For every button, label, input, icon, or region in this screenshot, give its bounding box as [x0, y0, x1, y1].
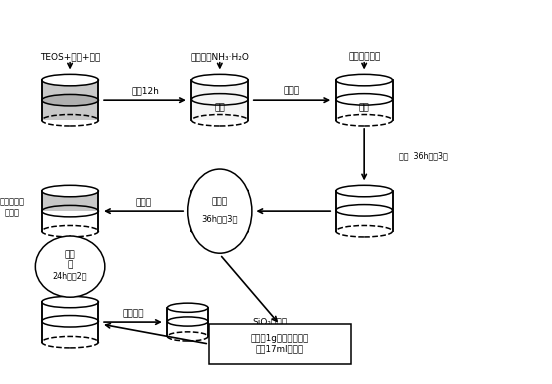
Ellipse shape: [42, 94, 98, 106]
Bar: [42, 302, 98, 342]
Ellipse shape: [336, 185, 392, 197]
Text: 每制备1g硅基气凝胶约
消耗17ml正己烷: 每制备1g硅基气凝胶约 消耗17ml正己烷: [251, 334, 309, 354]
Text: 搅拌12h: 搅拌12h: [131, 86, 159, 95]
Text: 正己烷: 正己烷: [212, 197, 228, 206]
Text: 烷: 烷: [67, 260, 73, 269]
Bar: [42, 191, 98, 211]
Text: SiO₂气凝胶: SiO₂气凝胶: [252, 318, 287, 326]
Ellipse shape: [35, 236, 105, 297]
Bar: [336, 191, 392, 231]
Text: 24h交换2次: 24h交换2次: [53, 271, 87, 281]
Text: TEOS+乙醇+草酸: TEOS+乙醇+草酸: [40, 53, 100, 61]
Text: 凝胶化: 凝胶化: [284, 86, 300, 95]
Ellipse shape: [336, 74, 392, 86]
FancyBboxPatch shape: [209, 324, 351, 364]
Text: 凝胶: 凝胶: [359, 103, 369, 112]
Bar: [42, 211, 98, 231]
Ellipse shape: [42, 296, 98, 308]
FancyBboxPatch shape: [42, 80, 98, 120]
Text: 格胶: 格胶: [214, 103, 225, 112]
Ellipse shape: [42, 185, 98, 197]
Bar: [192, 80, 248, 120]
Bar: [336, 80, 392, 120]
Ellipse shape: [42, 74, 98, 86]
Text: 缓慢滴入NH₃·H₂O: 缓慢滴入NH₃·H₂O: [190, 53, 250, 61]
Ellipse shape: [188, 169, 252, 253]
Text: 硅烷化后的
气凝胶: 硅烷化后的 气凝胶: [0, 198, 25, 217]
Text: 乙醇  36h交换3次: 乙醇 36h交换3次: [399, 151, 448, 160]
Text: 正己: 正己: [65, 251, 76, 260]
Text: 硅烷化: 硅烷化: [135, 198, 151, 207]
Ellipse shape: [192, 185, 248, 197]
Text: 常压干燥: 常压干燥: [122, 309, 144, 318]
Text: 36h交换3次: 36h交换3次: [201, 214, 238, 223]
Text: 立即加入乙醇: 立即加入乙醇: [348, 53, 380, 61]
Ellipse shape: [167, 303, 208, 312]
Bar: [192, 191, 248, 231]
Bar: [167, 308, 208, 336]
Ellipse shape: [192, 74, 248, 86]
